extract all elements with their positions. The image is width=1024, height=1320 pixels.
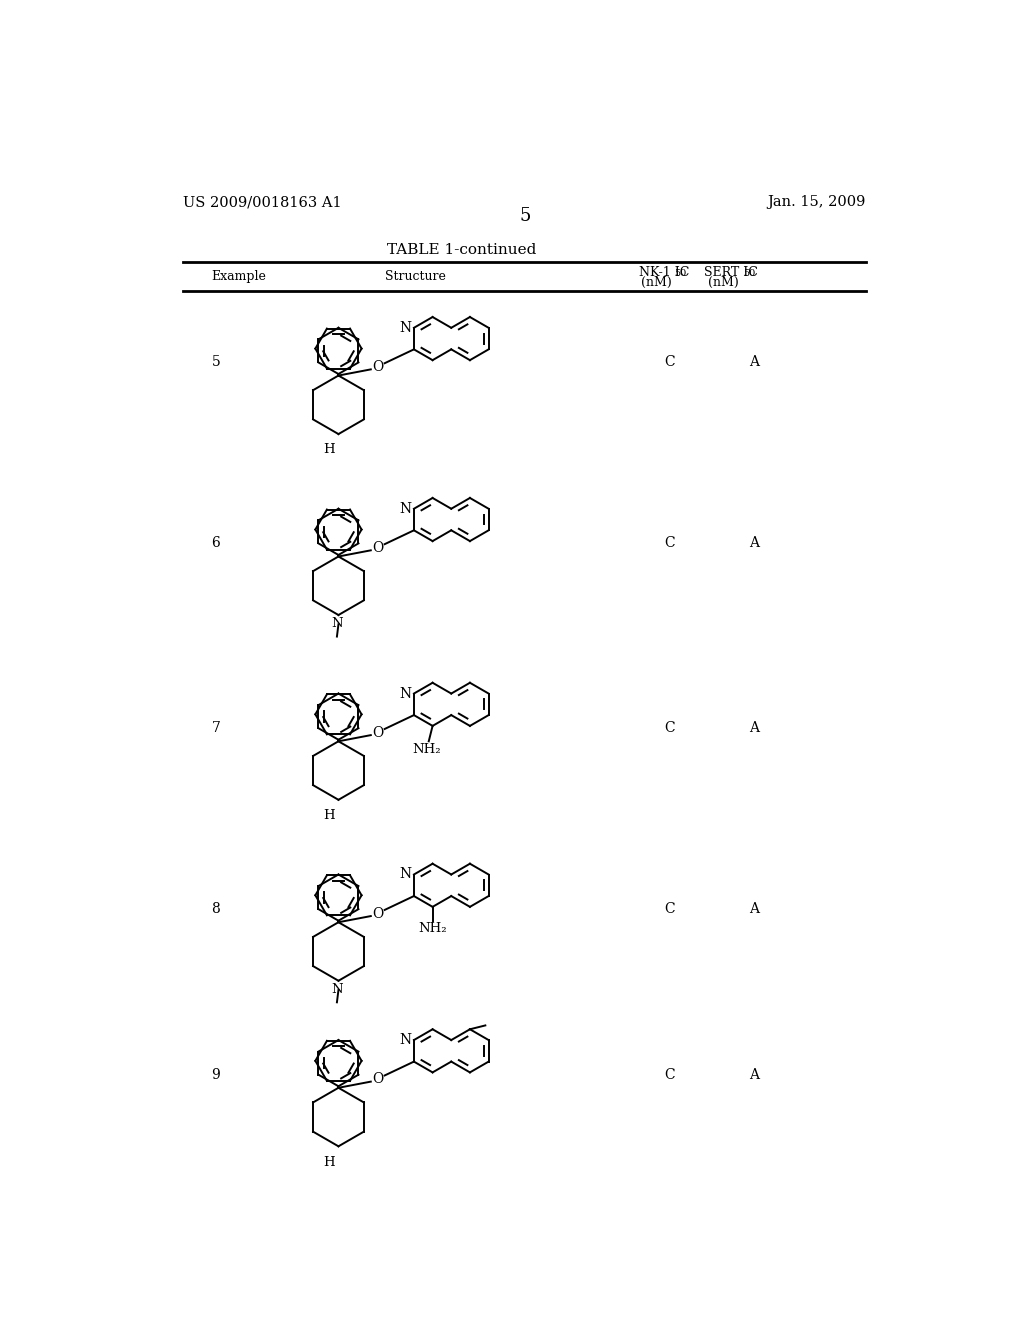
Text: N: N — [331, 618, 343, 631]
Text: SERT IC: SERT IC — [705, 267, 758, 280]
Text: NK-1 IC: NK-1 IC — [639, 267, 689, 280]
Text: O: O — [372, 907, 383, 921]
Text: C: C — [665, 536, 675, 550]
Text: Jan. 15, 2009: Jan. 15, 2009 — [768, 195, 866, 210]
Text: 7: 7 — [211, 721, 220, 735]
Text: O: O — [372, 541, 383, 554]
Text: 50: 50 — [743, 268, 756, 277]
Text: NH₂: NH₂ — [418, 923, 446, 936]
Text: NH₂: NH₂ — [412, 743, 440, 756]
Text: US 2009/0018163 A1: US 2009/0018163 A1 — [183, 195, 342, 210]
Text: H: H — [324, 1155, 335, 1168]
Text: (nM): (nM) — [708, 276, 738, 289]
Text: (nM): (nM) — [641, 276, 672, 289]
Text: N: N — [399, 321, 412, 335]
Text: O: O — [372, 360, 383, 374]
Text: N: N — [399, 867, 412, 882]
Text: N: N — [399, 686, 412, 701]
Text: C: C — [665, 721, 675, 735]
Text: C: C — [665, 355, 675, 370]
Text: 5: 5 — [211, 355, 220, 370]
Text: 8: 8 — [211, 902, 220, 916]
Text: 9: 9 — [211, 1068, 220, 1081]
Text: 50: 50 — [674, 268, 686, 277]
Text: H: H — [324, 809, 335, 822]
Text: A: A — [750, 536, 759, 550]
Text: 5: 5 — [519, 207, 530, 224]
Text: H: H — [324, 444, 335, 457]
Text: O: O — [372, 726, 383, 739]
Text: Structure: Structure — [385, 271, 445, 282]
Text: O: O — [372, 1072, 383, 1086]
Text: N: N — [399, 502, 412, 516]
Text: N: N — [399, 1034, 412, 1047]
Text: A: A — [750, 902, 759, 916]
Text: A: A — [750, 721, 759, 735]
Text: TABLE 1-continued: TABLE 1-continued — [387, 243, 537, 257]
Text: A: A — [750, 355, 759, 370]
Text: Example: Example — [211, 271, 266, 282]
Text: C: C — [665, 902, 675, 916]
Text: 6: 6 — [211, 536, 220, 550]
Text: C: C — [665, 1068, 675, 1081]
Text: N: N — [331, 983, 343, 997]
Text: A: A — [750, 1068, 759, 1081]
